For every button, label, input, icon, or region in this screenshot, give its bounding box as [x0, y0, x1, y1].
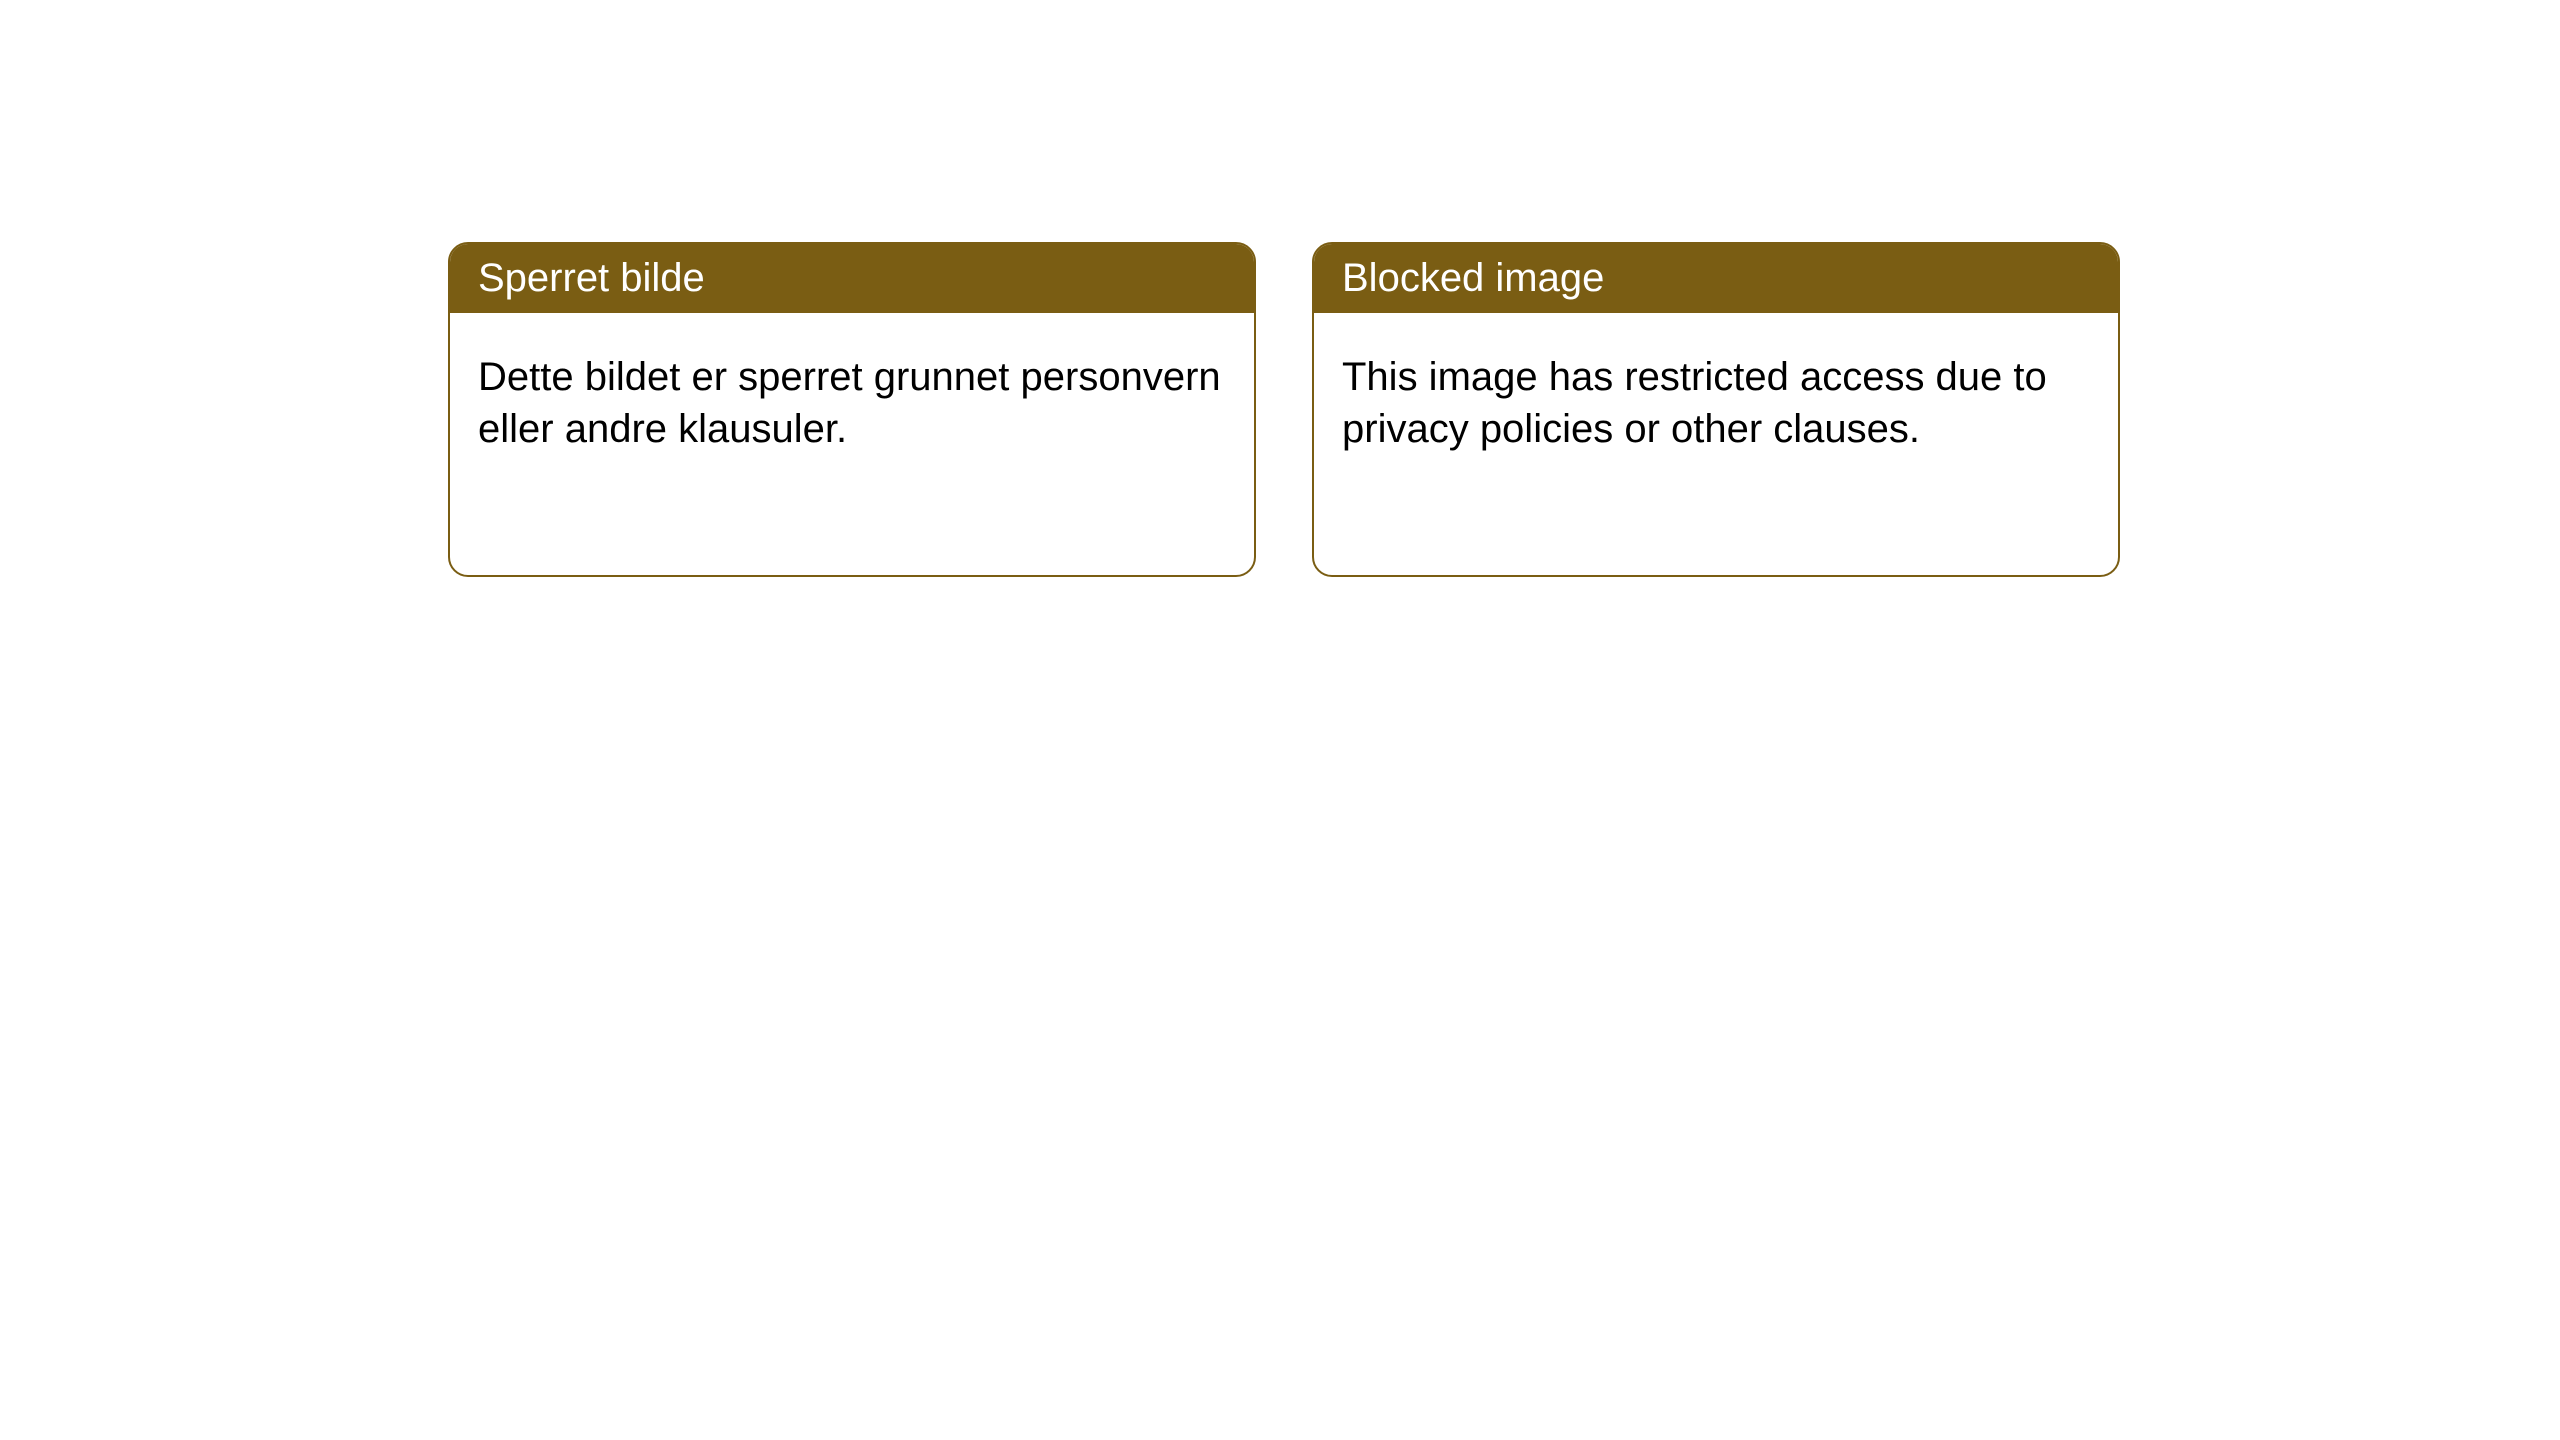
card-body: Dette bildet er sperret grunnet personve… [450, 313, 1254, 493]
blocked-image-card-norwegian: Sperret bilde Dette bildet er sperret gr… [448, 242, 1256, 577]
card-message: This image has restricted access due to … [1342, 355, 2047, 451]
card-header: Blocked image [1314, 244, 2118, 313]
card-header: Sperret bilde [450, 244, 1254, 313]
notice-container: Sperret bilde Dette bildet er sperret gr… [0, 0, 2560, 577]
card-message: Dette bildet er sperret grunnet personve… [478, 355, 1221, 451]
card-title: Sperret bilde [478, 256, 705, 300]
blocked-image-card-english: Blocked image This image has restricted … [1312, 242, 2120, 577]
card-title: Blocked image [1342, 256, 1604, 300]
card-body: This image has restricted access due to … [1314, 313, 2118, 493]
